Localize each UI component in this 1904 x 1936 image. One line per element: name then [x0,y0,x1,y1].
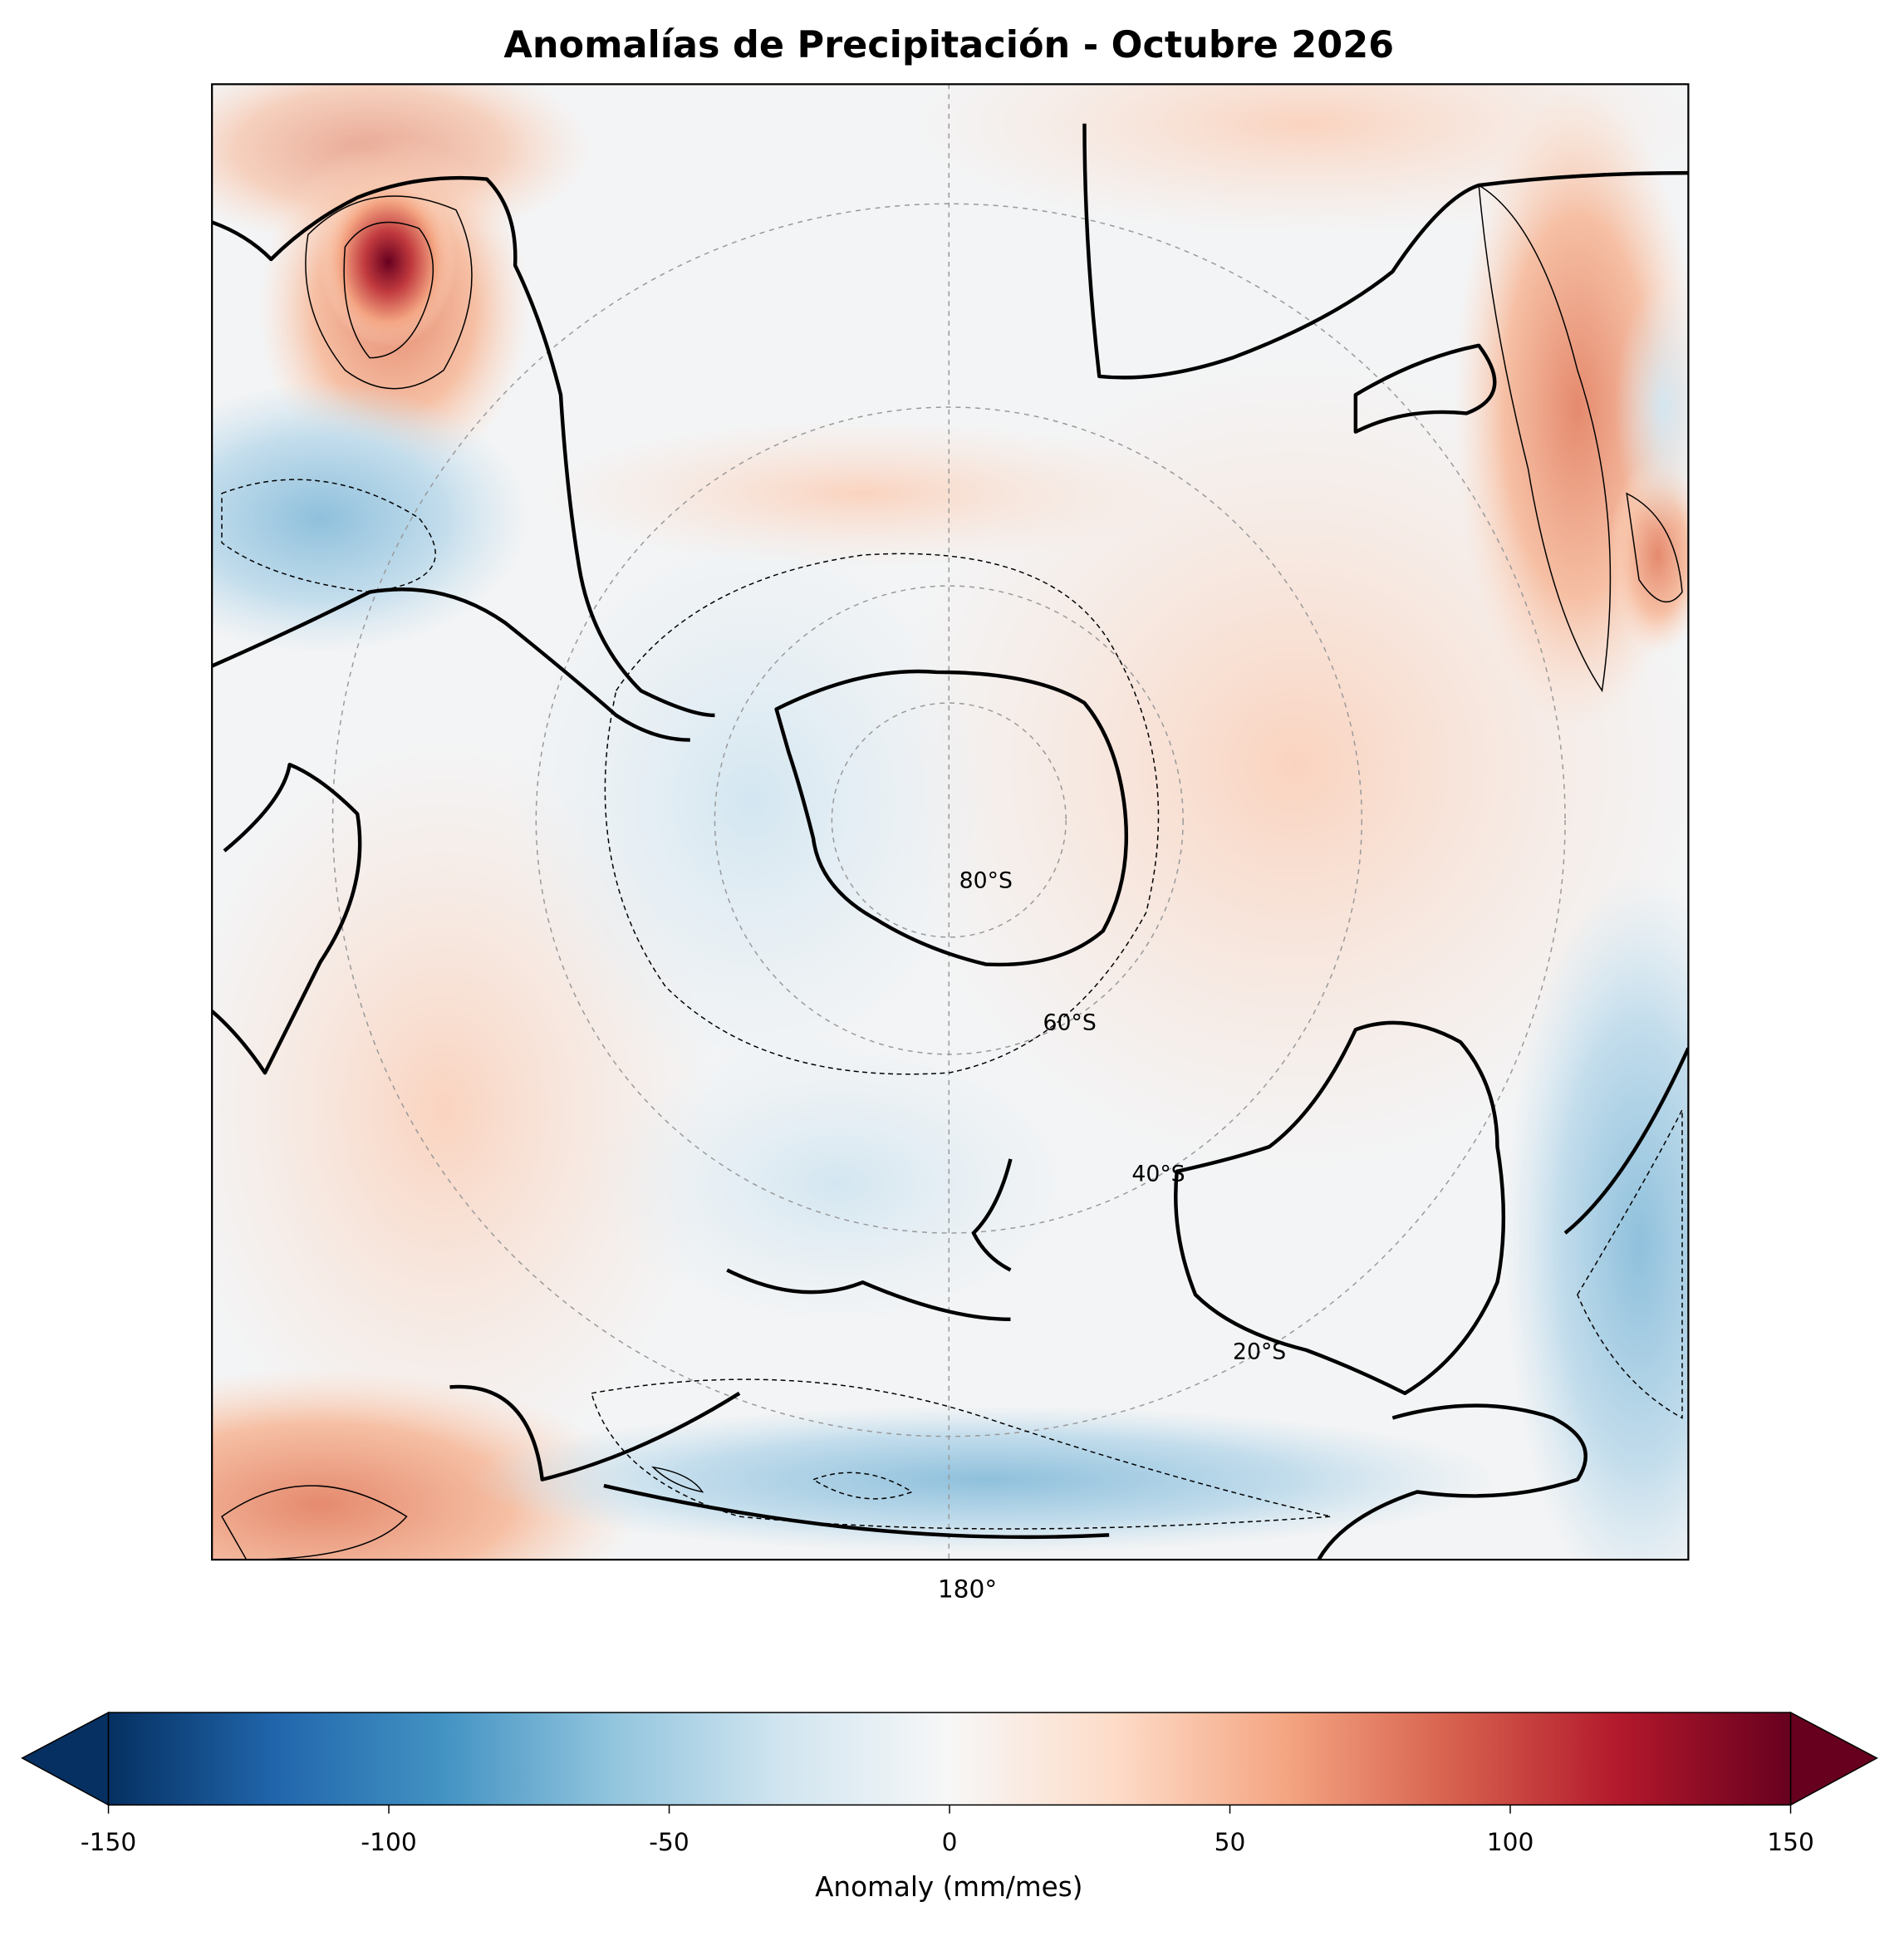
coastline [726,1268,1011,1322]
coastline [1563,1047,1689,1235]
contour [343,221,434,359]
colorbar-tick-label: 0 [942,1827,958,1856]
colorbar [21,1711,1878,1806]
colorbar-tick-label: 150 [1767,1827,1814,1856]
coastline [1353,343,1497,434]
latitude-label: 60°S [1043,1010,1097,1035]
anomaly-field [505,518,999,1085]
coastline [212,762,362,1075]
colorbar-extend-high [1789,1711,1878,1806]
coastline [603,1483,1110,1540]
contour [1626,492,1683,602]
latitude-label: 20°S [1233,1339,1286,1364]
title: Anomalías de Precipitación - Octubre 202… [503,24,1394,66]
colorbar-tick-label: 50 [1215,1827,1246,1856]
contour [221,1485,408,1560]
contour [651,1466,704,1493]
anomaly-field [542,419,1184,568]
colorbar-scale [107,1712,1792,1806]
latitude-label: 40°S [1131,1162,1185,1187]
anomaly-field [1503,875,1689,1560]
contour [1577,1109,1683,1419]
contours [221,184,1683,1560]
coastline [971,1158,1013,1272]
contour [305,195,473,390]
coastline [774,669,1129,967]
colorbar-label: Anomaly (mm/mes) [815,1871,1082,1903]
anomaly-field [320,175,456,348]
map-frame [211,83,1690,1561]
contour [221,479,436,593]
coastline [449,1384,741,1481]
colorbar-tick-label: -150 [81,1827,136,1856]
coastline [1082,123,1689,380]
anomaly-field [468,1405,1504,1554]
parallel [831,702,1067,938]
coastline [212,175,715,718]
graticule [331,84,1566,1560]
contour [604,553,1160,1075]
coastlines [212,123,1689,1560]
contour [812,1472,914,1500]
colorbar-tick-label: -50 [649,1827,689,1856]
contour [591,1378,1332,1530]
contour [1478,184,1612,693]
map [212,84,1689,1560]
anomaly-field [591,1035,1085,1332]
colorbar-tick-label: -100 [361,1827,416,1856]
colorbar-extend-low [21,1711,110,1806]
anomaly-field [1614,283,1689,531]
latitude-label: 80°S [959,868,1013,894]
coastline [212,587,690,742]
colorbar-tick-label: 100 [1487,1827,1534,1856]
parallel [535,406,1363,1234]
coastline [1174,1020,1506,1396]
coastline [1317,1403,1587,1560]
longitude-label: 180° [938,1575,997,1604]
anomaly-field [212,382,530,654]
